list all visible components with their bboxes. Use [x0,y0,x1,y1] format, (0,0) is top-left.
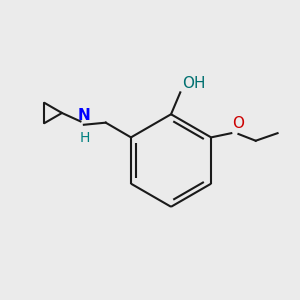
Text: OH: OH [182,76,206,91]
Text: H: H [80,131,90,145]
Text: N: N [77,108,90,123]
Text: O: O [232,116,244,131]
